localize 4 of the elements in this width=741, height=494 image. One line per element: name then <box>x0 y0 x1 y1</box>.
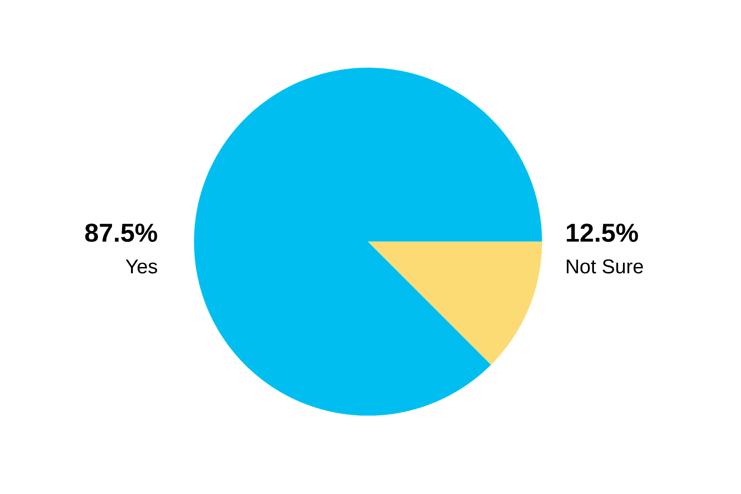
slice-label: Not Sure <box>566 259 643 274</box>
data-label: 12.5% <box>566 224 638 242</box>
data-label: 87.5% <box>85 224 158 242</box>
slice-label: Yes <box>126 260 158 274</box>
